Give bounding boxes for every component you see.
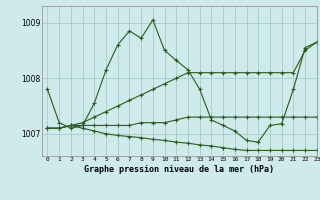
X-axis label: Graphe pression niveau de la mer (hPa): Graphe pression niveau de la mer (hPa) [84, 165, 274, 174]
